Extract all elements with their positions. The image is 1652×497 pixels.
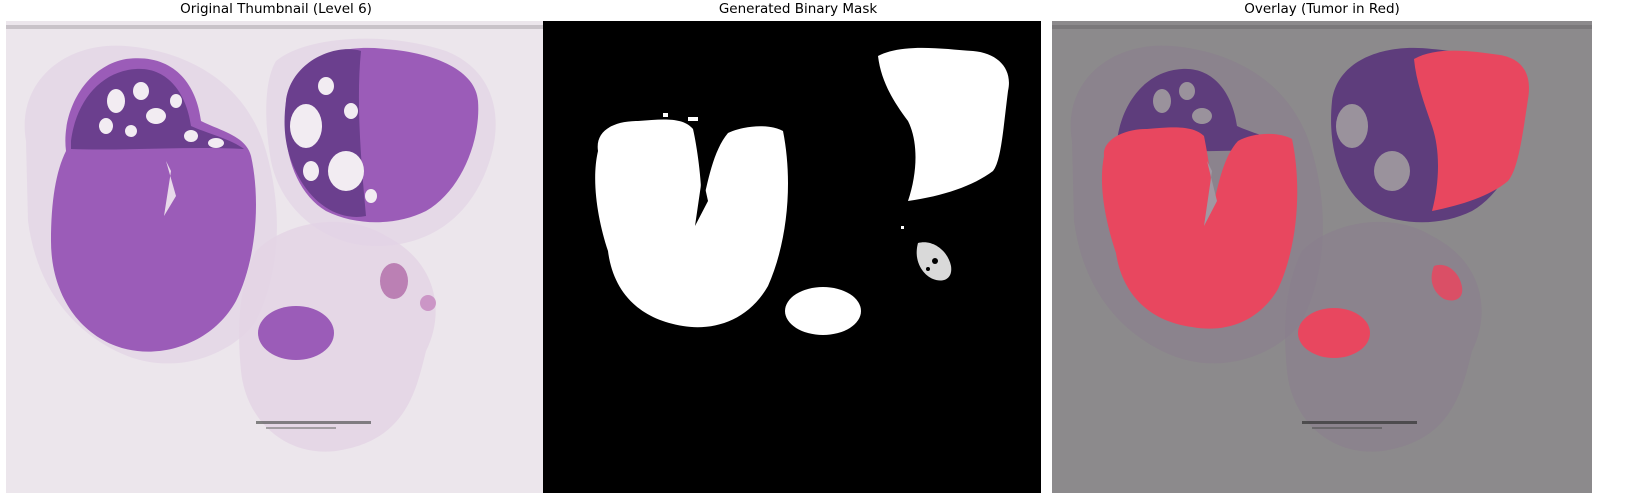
- original-thumbnail-svg: [6, 21, 546, 493]
- panel-title-overlay: Overlay (Tumor in Red): [1244, 1, 1400, 17]
- original-thumbnail-image: [6, 21, 546, 493]
- overlay-image: [1052, 21, 1592, 493]
- overlay-svg: [1052, 21, 1592, 493]
- panel-title-original: Original Thumbnail (Level 6): [180, 1, 372, 17]
- binary-mask-image: [529, 21, 1041, 493]
- binary-mask-svg: [543, 21, 1041, 493]
- panel-title-mask: Generated Binary Mask: [718, 1, 878, 17]
